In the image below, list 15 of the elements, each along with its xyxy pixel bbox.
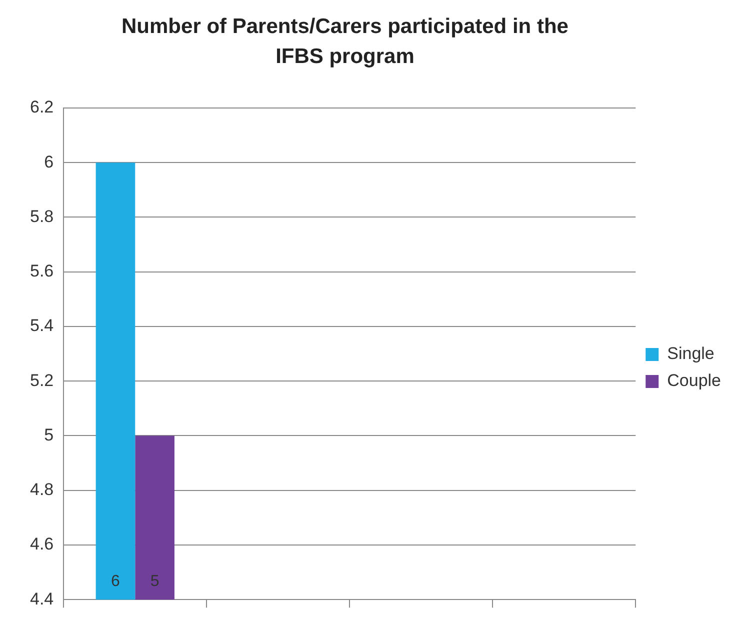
y-tick-label: 5.6 (30, 262, 54, 281)
chart-title: Number of Parents/Carers participated in the IFBS program (120, 14, 570, 70)
y-tick-label: 6.2 (30, 98, 54, 117)
y-tick-label: 5.8 (30, 206, 54, 226)
legend-label: Single (667, 344, 714, 364)
y-tick-label: 5.4 (30, 316, 54, 336)
data-label: 6 (111, 573, 120, 590)
y-tick-label: 4.8 (30, 480, 54, 500)
legend-label: Couple (667, 371, 722, 390)
y-tick-label: 5 (44, 425, 54, 444)
y-tick-label: 5.2 (30, 370, 54, 390)
y-tick-label: 4.4 (30, 589, 54, 608)
y-tick-label: 4.6 (30, 534, 54, 554)
y-tick-label: 6 (44, 152, 54, 172)
data-label: 5 (150, 573, 160, 590)
